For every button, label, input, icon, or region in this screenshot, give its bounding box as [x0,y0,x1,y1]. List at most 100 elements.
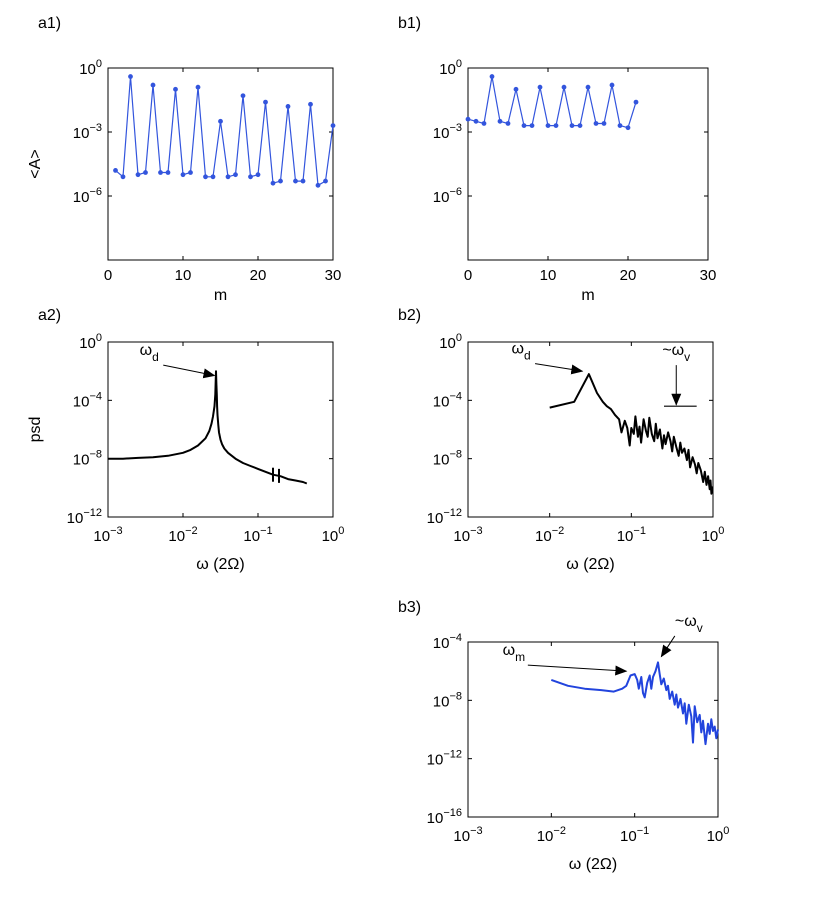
data-point [553,123,559,128]
x-tick-label: 100 [322,525,345,545]
data-point [625,125,631,131]
panel-label: b1) [398,15,421,32]
data-point [233,172,238,178]
x-tick-label: 10−3 [93,525,122,545]
y-tick-label: 10−6 [73,186,102,206]
series-line [115,75,334,186]
data-point [489,74,495,79]
x-tick-label: 20 [250,267,267,284]
data-point [203,174,208,180]
data-point [165,170,171,175]
series-line [467,75,637,129]
y-tick-label: 10−12 [67,507,102,527]
x-tick-label: 10 [175,267,192,284]
data-point [180,172,186,178]
x-tick-label: 20 [620,267,637,284]
data-point [248,174,253,180]
data-point [218,118,223,124]
y-tick-label: 10−3 [73,122,102,142]
x-tick-label: 10 [540,267,557,284]
data-point [330,123,336,128]
annotation-arrow [535,363,584,375]
data-point [240,93,246,99]
x-axis-label: ω (2Ω) [569,856,617,873]
panel-b3: b3) 10−3 10−2 10−1 100 10−4 10−8 10−12 10−16 ω (2… [398,599,729,873]
y-tick-label: 100 [439,58,462,78]
data-point [529,123,535,128]
y-axis-label: <A> [27,149,44,178]
y-tick-label: 10−12 [427,749,462,769]
x-tick-label: 10−2 [535,525,564,545]
y-tick-label: 10−16 [427,807,462,827]
x-tick-label: 10−3 [453,825,482,845]
data-point [577,123,583,128]
data-point [308,101,313,107]
data-point [143,170,148,175]
data-point [593,121,599,126]
axes-frame [467,641,719,818]
y-tick-label: 100 [439,332,462,352]
data-point [545,123,551,128]
x-tick-label: 0 [104,267,112,284]
annotation-arrow [163,364,216,379]
panel-b1: b1) 0 10 20 30 100 10−3 10−6 m [398,15,716,304]
data-point [158,170,163,175]
data-point [585,84,591,90]
data-point [225,174,231,180]
axes-frame [467,67,709,261]
panel-label: a1) [38,15,61,32]
y-tick-label: 10−6 [433,186,462,206]
x-tick-label: 100 [702,525,725,545]
data-point [128,74,133,79]
data-point [120,174,126,180]
y-tick-label: 10−4 [433,390,462,410]
x-tick-label: 10−1 [243,525,272,545]
data-point [263,99,268,105]
data-point [255,172,261,178]
data-point [601,121,607,126]
x-tick-label: 100 [707,825,730,845]
x-axis-label: m [214,287,227,304]
x-tick-label: 30 [700,267,717,284]
series-line [108,370,308,485]
data-point [465,116,471,122]
x-tick-label: 30 [325,267,342,284]
y-tick-label: 10−3 [433,122,462,142]
panel-label: b3) [398,599,421,616]
annotation-arrow [527,664,628,676]
y-tick-label: 10−4 [73,390,102,410]
data-point [285,104,291,109]
annotation-label: ~ωv [675,613,703,635]
data-point [561,84,567,90]
annotation-label: ωd [140,342,159,364]
panel-label: a2) [38,307,61,324]
data-point [323,178,328,184]
axes-frame [467,341,714,518]
data-point [521,123,527,128]
y-tick-label: 10−8 [433,449,462,469]
data-point [633,99,639,105]
x-tick-label: 10−1 [620,825,649,845]
data-point [315,182,321,188]
y-tick-label: 10−8 [73,449,102,469]
data-point [505,121,511,126]
y-tick-label: 10−12 [427,507,462,527]
axes-frame [107,341,334,518]
x-tick-label: 10−2 [168,525,197,545]
data-point [609,82,615,88]
data-point [617,123,623,128]
annotation-label: ωm [503,642,526,664]
x-tick-label: 10−1 [617,525,646,545]
x-axis-label: m [581,287,594,304]
axes-frame [107,67,334,261]
data-point [513,86,519,92]
data-point [113,168,118,173]
data-point [270,180,276,186]
y-axis-label: psd [27,417,44,443]
panel-label: b2) [398,307,421,324]
data-point [135,172,141,178]
x-axis-label: ω (2Ω) [196,556,244,573]
panel-a2: a2) 10−3 10−2 10−1 100 100 10−4 10−8 10−12 ω (2Ω)… [27,307,344,573]
annotation-label: ~ωv [662,342,690,364]
